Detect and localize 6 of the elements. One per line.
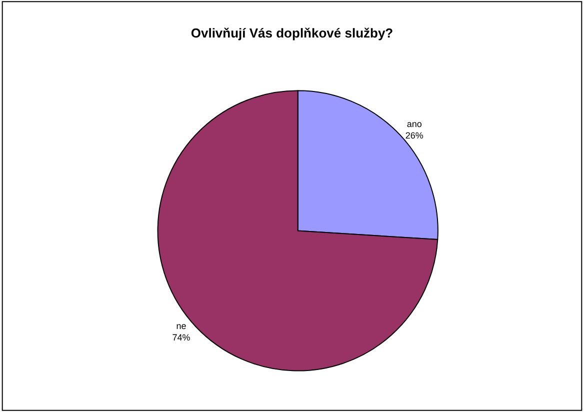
slice-label: ne — [176, 320, 186, 331]
data-label: 26% — [405, 130, 424, 141]
data-label: 74% — [172, 332, 190, 343]
chart-title: Ovlivňují Vás doplňkové služby? — [190, 26, 394, 41]
pie-slice — [157, 90, 438, 372]
slice-label: ano — [406, 118, 422, 129]
